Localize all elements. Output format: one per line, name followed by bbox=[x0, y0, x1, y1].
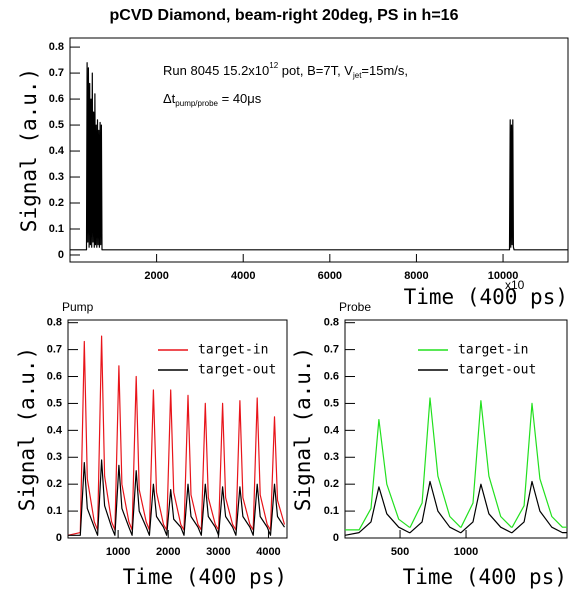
legend-label: target-out bbox=[198, 363, 276, 378]
legend-label: target-in bbox=[458, 343, 528, 358]
panel-title: Probe bbox=[339, 300, 371, 314]
panel-title: Pump bbox=[62, 300, 94, 314]
x-axis-label: Time (400 ps) bbox=[403, 565, 567, 589]
annotation-part: = 40μs bbox=[218, 91, 262, 106]
y-tick-label: 0.5 bbox=[49, 119, 64, 131]
x-axis-exponent: x10 bbox=[505, 278, 525, 292]
y-tick-label: 0 bbox=[333, 532, 339, 544]
x-tick-label: 500 bbox=[391, 546, 409, 558]
annotation-part: jet bbox=[352, 71, 362, 80]
y-tick-label: 0.3 bbox=[47, 451, 62, 463]
annotation: Δtpump/probe = 40μs bbox=[163, 91, 262, 108]
plot-frame bbox=[69, 37, 569, 263]
x-tick-label: 1000 bbox=[454, 546, 478, 558]
annotation-part: 12 bbox=[269, 61, 278, 70]
y-tick-label: 0.8 bbox=[47, 317, 62, 329]
signal-line bbox=[70, 62, 568, 251]
y-tick-label: 0.2 bbox=[47, 478, 62, 490]
annotation-part: Run 8045 15.2x10 bbox=[163, 63, 269, 78]
signal-line bbox=[68, 459, 286, 536]
annotation-part: =15m/s, bbox=[361, 63, 408, 78]
x-tick-label: 2000 bbox=[144, 270, 168, 282]
y-tick-label: 0.4 bbox=[324, 424, 340, 436]
plot-frame bbox=[344, 319, 568, 539]
annotation-part: Δt bbox=[163, 91, 176, 106]
y-tick-label: 0.6 bbox=[49, 93, 64, 105]
legend-label: target-in bbox=[198, 343, 268, 358]
y-tick-label: 0.1 bbox=[324, 505, 339, 517]
y-tick-label: 0.1 bbox=[49, 223, 64, 235]
y-tick-label: 0.4 bbox=[47, 424, 63, 436]
x-tick-label: 8000 bbox=[404, 270, 428, 282]
x-tick-label: 10000 bbox=[488, 270, 519, 282]
y-tick-label: 0.2 bbox=[49, 197, 64, 209]
y-tick-label: 0.2 bbox=[324, 478, 339, 490]
y-tick-label: 0.4 bbox=[49, 145, 65, 157]
chart-title: pCVD Diamond, beam-right 20deg, PS in h=… bbox=[110, 7, 459, 24]
legend-label: target-out bbox=[458, 363, 536, 378]
x-tick-label: 6000 bbox=[318, 270, 342, 282]
y-tick-label: 0.5 bbox=[324, 397, 339, 409]
x-tick-label: 3000 bbox=[206, 546, 230, 558]
y-tick-label: 0.1 bbox=[47, 505, 62, 517]
y-tick-label: 0.8 bbox=[49, 41, 64, 53]
y-axis-label: Signal (a.u.) bbox=[291, 347, 315, 511]
signal-line bbox=[344, 480, 567, 536]
y-tick-label: 0.8 bbox=[324, 317, 339, 329]
y-axis-label: Signal (a.u.) bbox=[17, 68, 41, 232]
y-tick-label: 0.7 bbox=[324, 344, 339, 356]
signal-line bbox=[67, 335, 286, 536]
x-tick-label: 1000 bbox=[106, 546, 130, 558]
x-tick-label: 4000 bbox=[231, 270, 255, 282]
annotation-part: pump/probe bbox=[175, 99, 218, 108]
y-axis-label: Signal (a.u.) bbox=[15, 347, 39, 511]
y-tick-label: 0 bbox=[58, 249, 64, 261]
x-tick-label: 4000 bbox=[256, 546, 280, 558]
y-tick-label: 0 bbox=[56, 532, 62, 544]
y-tick-label: 0.6 bbox=[47, 370, 62, 382]
x-axis-label: Time (400 ps) bbox=[404, 285, 568, 309]
y-tick-label: 0.3 bbox=[49, 171, 64, 183]
x-axis-label: Time (400 ps) bbox=[123, 565, 287, 589]
annotation-part: pot, B=7T, V bbox=[278, 63, 353, 78]
y-tick-label: 0.5 bbox=[47, 397, 62, 409]
plot-frame bbox=[67, 319, 288, 539]
y-tick-label: 0.3 bbox=[324, 451, 339, 463]
y-tick-label: 0.6 bbox=[324, 370, 339, 382]
x-tick-label: 2000 bbox=[156, 546, 180, 558]
annotation: Run 8045 15.2x1012 pot, B=7T, Vjet=15m/s… bbox=[163, 61, 408, 80]
y-tick-label: 0.7 bbox=[47, 344, 62, 356]
signal-line bbox=[345, 397, 567, 531]
y-tick-label: 0.7 bbox=[49, 67, 64, 79]
